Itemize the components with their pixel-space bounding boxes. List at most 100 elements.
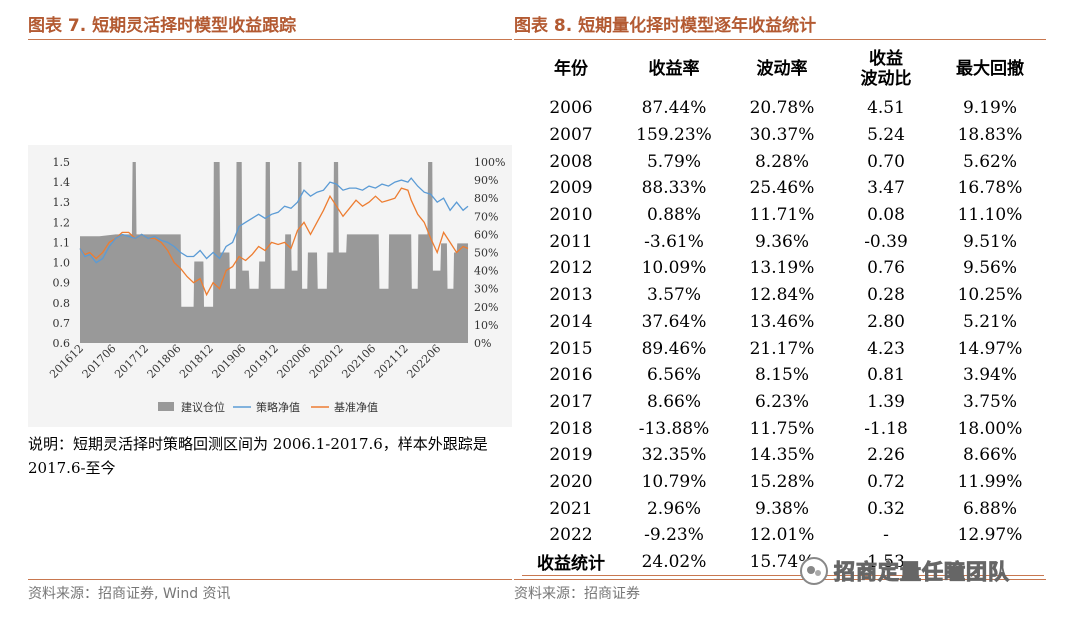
right-tick-label: 20% <box>474 301 498 314</box>
nav-chart-svg: 1.5 1.4 1.3 1.2 1.1 1.0 0.9 0.8 0.7 0.6 100% 90% 80… <box>47 156 505 414</box>
cell-return: 159.23% <box>636 125 712 146</box>
cell-return: 2.96% <box>646 498 701 519</box>
cell-year: 2018 <box>549 418 593 439</box>
right-tick-label: 40% <box>474 265 498 278</box>
right-tick-label: 80% <box>474 192 498 205</box>
right-tick-label: 10% <box>474 319 498 332</box>
cell-ratio: 2.26 <box>867 445 905 466</box>
cell-drawdown: 9.56% <box>962 258 1017 279</box>
cell-ratio: 4.23 <box>867 338 905 359</box>
cell-year: 2021 <box>549 498 593 519</box>
table-row: 2016 6.56% 8.15% 0.81 3.94% <box>522 362 1044 389</box>
cell-volatility: 12.01% <box>749 525 815 546</box>
left-tick-label: 0.8 <box>53 297 71 310</box>
cell-ratio: 4.51 <box>867 98 905 119</box>
header-max-drawdown: 最大回撤 <box>956 59 1024 79</box>
table-row: 2006 87.44% 20.78% 4.51 9.19% <box>522 95 1044 122</box>
cell-drawdown: 16.78% <box>957 178 1023 199</box>
cell-drawdown: 18.83% <box>957 125 1023 146</box>
cell-drawdown: 5.21% <box>962 311 1017 332</box>
right-tick-label: 30% <box>474 283 498 296</box>
cell-drawdown: 18.00% <box>957 418 1023 439</box>
table-row: 收益统计 24.02% 15.74% 1.53 <box>522 548 1044 576</box>
right-tick-label: 50% <box>474 247 498 260</box>
cell-volatility: 21.17% <box>749 338 815 359</box>
cell-volatility: 12.84% <box>749 285 815 306</box>
header-year: 年份 <box>554 59 588 79</box>
table-row: 2018 -13.88% 11.75% -1.18 18.00% <box>522 415 1044 442</box>
cell-year: 2009 <box>549 178 593 199</box>
table-row: 2022 -9.23% 12.01% - 12.97% <box>522 522 1044 549</box>
cell-drawdown: 5.62% <box>962 151 1017 172</box>
x-tick-label: 201806 <box>145 342 184 381</box>
x-tick-label: 201706 <box>80 342 119 381</box>
cell-year: 2011 <box>549 231 593 252</box>
table-row: 2011 -3.61% 9.36% -0.39 9.51% <box>522 228 1044 255</box>
cell-volatility: 13.19% <box>749 258 815 279</box>
chart-note: 说明：短期灵活择时策略回测区间为 2006.1-2017.6，样本外跟踪是 20… <box>28 435 488 477</box>
cell-ratio: 0.81 <box>867 365 905 386</box>
table-row: 2020 10.79% 15.28% 0.72 11.99% <box>522 469 1044 496</box>
cell-return: 8.66% <box>646 391 701 412</box>
cell-return: 10.79% <box>641 471 707 492</box>
cell-return: 0.88% <box>646 205 701 226</box>
cell-ratio: 3.47 <box>867 178 905 199</box>
wechat-icon <box>800 557 828 585</box>
table-row: 2015 89.46% 21.17% 4.23 14.97% <box>522 335 1044 362</box>
left-tick-label: 1.3 <box>53 196 71 209</box>
cell-volatility: 11.71% <box>749 205 815 226</box>
cell-return: 10.09% <box>641 258 707 279</box>
cell-drawdown: 14.97% <box>957 338 1023 359</box>
cell-return: 6.56% <box>646 365 701 386</box>
cell-year: 2006 <box>549 98 593 119</box>
cell-return: -9.23% <box>644 525 704 546</box>
cell-ratio: 1.39 <box>867 391 905 412</box>
position-area <box>80 162 468 343</box>
nav-chart: 1.5 1.4 1.3 1.2 1.1 1.0 0.9 0.8 0.7 0.6 100% 90% 80… <box>28 145 512 427</box>
table-row: 2008 5.79% 8.28% 0.70 5.62% <box>522 148 1044 175</box>
table-body: 2006 87.44% 20.78% 4.51 9.19% 2007 159.23% 30.3… <box>522 95 1044 576</box>
left-figure-title: 图表 7. 短期灵活择时模型收益跟踪 <box>28 16 297 36</box>
cell-year: 2010 <box>549 205 593 226</box>
header-return-vol-ratio: 收益 波动比 <box>860 49 912 89</box>
header-volatility: 波动率 <box>756 59 808 79</box>
x-tick-label: 202206 <box>404 342 443 381</box>
right-axis-ticks: 100% 90% 80% 70% 60% 50% 40% 30% 20% 10% 0% <box>474 156 505 350</box>
cell-year: 2017 <box>549 391 593 412</box>
left-tick-label: 1.5 <box>53 156 71 169</box>
cell-year: 2016 <box>549 365 593 386</box>
cell-year: 收益统计 <box>522 548 620 576</box>
cell-year: 2013 <box>549 285 593 306</box>
right-tick-label: 100% <box>474 156 505 169</box>
cell-ratio: -1.18 <box>864 418 908 439</box>
cell-volatility: 15.28% <box>749 471 815 492</box>
cell-ratio: 2.80 <box>867 311 905 332</box>
right-figure-title: 图表 8. 短期量化择时模型逐年收益统计 <box>514 16 817 36</box>
header-return: 收益率 <box>648 59 700 79</box>
cell-volatility: 9.36% <box>754 231 809 252</box>
right-tick-label: 60% <box>474 228 498 241</box>
cell-drawdown: 9.51% <box>962 231 1017 252</box>
left-tick-label: 0.6 <box>53 337 71 350</box>
cell-volatility: 11.75% <box>749 418 815 439</box>
cell-year: 2014 <box>549 311 593 332</box>
right-tick-label: 70% <box>474 210 498 223</box>
left-tick-label: 1.2 <box>53 216 71 229</box>
right-tick-label: 90% <box>474 174 498 187</box>
cell-return: 88.33% <box>641 178 707 199</box>
cell-year: 2015 <box>549 338 593 359</box>
cell-volatility: 30.37% <box>749 125 815 146</box>
cell-ratio: 5.24 <box>867 125 905 146</box>
cell-volatility: 20.78% <box>749 98 815 119</box>
x-tick-label: 202012 <box>307 342 346 381</box>
cell-drawdown: 8.66% <box>962 445 1017 466</box>
cell-return: 5.79% <box>646 151 701 172</box>
left-tick-label: 0.7 <box>53 317 71 330</box>
x-tick-label: 201812 <box>177 342 216 381</box>
table-row: 2009 88.33% 25.46% 3.47 16.78% <box>522 175 1044 202</box>
legend-swatch-position <box>158 402 174 411</box>
cell-year: 2020 <box>549 471 593 492</box>
position-bars <box>80 162 468 343</box>
cell-ratio: 0.72 <box>867 471 905 492</box>
cell-drawdown: 6.88% <box>962 498 1017 519</box>
